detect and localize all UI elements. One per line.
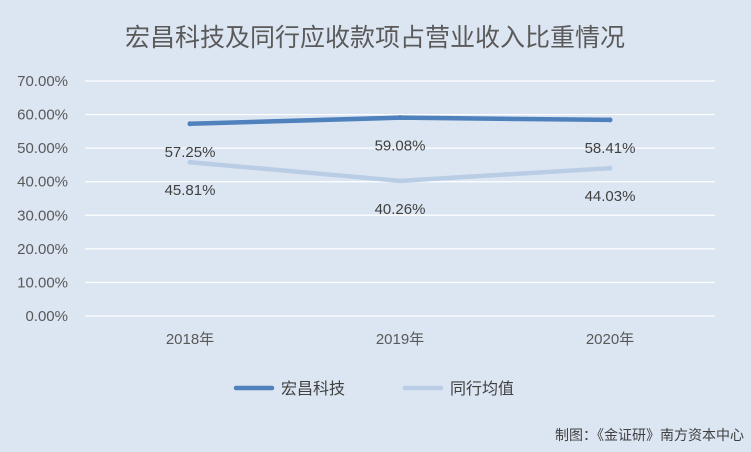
data-point	[187, 159, 193, 165]
y-tick-label: 20.00%	[17, 241, 68, 258]
data-point	[397, 115, 403, 121]
data-label: 57.25%	[165, 144, 216, 161]
x-axis: 2018年 2019年 2020年	[166, 331, 634, 348]
legend: 宏昌科技 同行均值	[233, 379, 514, 398]
y-tick-label: 10.00%	[17, 274, 68, 291]
data-point	[187, 121, 193, 127]
data-point	[607, 165, 613, 171]
data-point	[397, 178, 403, 184]
y-tick-label: 40.00%	[17, 174, 68, 191]
data-point	[607, 117, 613, 123]
series-line-2	[187, 159, 613, 184]
data-label: 59.08%	[375, 138, 426, 155]
data-label: 44.03%	[585, 188, 636, 205]
y-tick-label: 30.00%	[17, 207, 68, 224]
y-axis: 0.00% 10.00% 20.00% 30.00% 40.00% 50.00% 60.00…	[17, 73, 68, 325]
x-tick-label: 2018年	[166, 331, 214, 348]
y-tick-label: 0.00%	[25, 308, 68, 325]
chart-title: 宏昌科技及同行应收款项占营业收入比重情况	[125, 23, 625, 52]
y-tick-label: 70.00%	[17, 73, 68, 90]
source-credit: 制图：《金证研》南方资本中心	[555, 428, 744, 444]
y-tick-label: 50.00%	[17, 140, 68, 157]
legend-label-2: 同行均值	[450, 379, 514, 398]
x-tick-label: 2019年	[376, 331, 424, 348]
data-label: 58.41%	[585, 140, 636, 157]
series-lines	[187, 115, 613, 184]
data-labels: 57.25% 59.08% 58.41% 45.81% 40.26% 44.03%	[165, 138, 636, 218]
data-label: 40.26%	[375, 201, 426, 218]
legend-label-1: 宏昌科技	[281, 379, 345, 398]
y-tick-label: 60.00%	[17, 107, 68, 124]
data-label: 45.81%	[165, 182, 216, 199]
x-tick-label: 2020年	[586, 331, 634, 348]
